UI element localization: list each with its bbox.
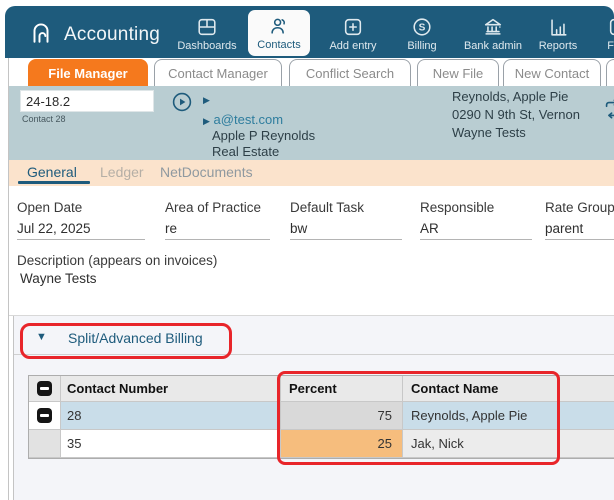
- add-entry-icon: [342, 16, 364, 38]
- header-cell-percent[interactable]: Percent: [281, 376, 403, 402]
- split-billing-table: Contact Number Percent Contact Name 28 7…: [28, 375, 614, 459]
- field-value-default-task[interactable]: bw: [290, 221, 308, 236]
- header-cell-contact-name[interactable]: Contact Name: [403, 376, 614, 402]
- nav-label: Dashboards: [177, 40, 237, 52]
- tab-conflict-search[interactable]: Conflict Search: [289, 59, 411, 86]
- nav-item-bank-admin[interactable]: Bank admin: [453, 12, 533, 56]
- nav-item-reports[interactable]: Reports: [527, 12, 589, 56]
- reports-icon: [547, 16, 569, 38]
- tab-ledger[interactable]: Ledger: [100, 164, 144, 180]
- field-underline: [420, 239, 532, 240]
- nav-item-financials[interactable]: Fina: [588, 12, 614, 56]
- tab-label: New Contact: [514, 65, 590, 81]
- tab-new-contact[interactable]: New Contact: [503, 59, 601, 86]
- nav-label: Contacts: [257, 39, 301, 51]
- field-label-responsible: Responsible: [420, 200, 495, 215]
- nav-label: Fina: [607, 40, 614, 52]
- svg-text:S: S: [419, 23, 426, 34]
- play-circle-icon[interactable]: [172, 92, 192, 117]
- nav-label: Bank admin: [463, 40, 523, 52]
- tab-label: New File: [432, 65, 484, 81]
- description-label: Description (appears on invoices): [17, 253, 218, 268]
- tab-file-manager[interactable]: File Manager: [28, 59, 148, 86]
- top-nav-bar: Accounting Dashboards Contacts: [5, 6, 614, 58]
- app-brand: Accounting: [28, 19, 160, 50]
- email-row: ▶ a@test.com: [203, 112, 283, 128]
- tab-general[interactable]: General: [27, 164, 77, 180]
- cell-contact-number[interactable]: 28: [61, 402, 281, 430]
- nav-label: Reports: [538, 40, 578, 52]
- minus-icon[interactable]: [37, 381, 52, 396]
- tab-netdocuments[interactable]: NetDocuments: [160, 164, 253, 180]
- nav-label: Add entry: [329, 40, 377, 52]
- dashboards-icon: [196, 16, 218, 38]
- file-number-input[interactable]: [20, 90, 154, 112]
- party-name: Reynolds, Apple Pie: [452, 89, 569, 104]
- section-rule: [14, 354, 614, 355]
- tab-partial[interactable]: [606, 59, 614, 86]
- nav-item-contacts[interactable]: Contacts: [248, 10, 310, 56]
- nav-item-dashboards[interactable]: Dashboards: [168, 12, 246, 56]
- field-label-open-date: Open Date: [17, 200, 83, 215]
- app-logo-icon: [28, 19, 54, 50]
- split-billing-section-title[interactable]: Split/Advanced Billing: [68, 330, 203, 346]
- nav-item-add-entry[interactable]: Add entry: [316, 12, 390, 56]
- header-cell-select: [29, 376, 61, 402]
- contacts-icon: [268, 15, 290, 37]
- file-caption: Contact 28: [22, 114, 66, 124]
- field-value-responsible[interactable]: AR: [420, 221, 439, 236]
- email-link[interactable]: a@test.com: [213, 112, 284, 127]
- field-value-open-date[interactable]: Jul 22, 2025: [17, 221, 91, 236]
- header-cell-contact-number[interactable]: Contact Number: [61, 376, 281, 402]
- tab-label: File Manager: [48, 65, 128, 81]
- expand-arrow-icon[interactable]: ▶: [203, 95, 210, 105]
- field-value-rate-group[interactable]: parent: [545, 221, 584, 236]
- field-underline: [290, 239, 402, 240]
- tab-label: Contact Manager: [168, 65, 268, 81]
- nav-item-billing[interactable]: S Billing: [394, 12, 450, 56]
- field-underline: [165, 239, 270, 240]
- field-underline: [545, 239, 614, 240]
- nav-label: Billing: [407, 40, 437, 52]
- subtab-strip: General Ledger NetDocuments: [9, 160, 614, 186]
- section-divider: [9, 315, 614, 316]
- party-description: Wayne Tests: [452, 125, 526, 140]
- app-title: Accounting: [64, 23, 161, 45]
- cell-percent[interactable]: 75: [281, 402, 403, 430]
- field-label-default-task: Default Task: [290, 200, 365, 215]
- row-select-cell: [29, 402, 61, 430]
- field-label-area-of-practice: Area of Practice: [165, 200, 262, 215]
- financials-icon: [607, 16, 614, 38]
- field-label-rate-group: Rate Group: [545, 200, 614, 215]
- bank-admin-icon: [482, 16, 504, 38]
- cell-contact-name[interactable]: Reynolds, Apple Pie: [403, 402, 614, 430]
- billing-icon: S: [411, 16, 433, 38]
- practice-area: Real Estate: [212, 144, 280, 159]
- tab-contact-manager[interactable]: Contact Manager: [154, 59, 282, 86]
- collapse-triangle-icon[interactable]: ▼: [36, 331, 47, 343]
- field-underline: [17, 239, 145, 240]
- party-address: 0290 N 9th St, Vernon: [452, 107, 580, 122]
- contact-header-band: Contact 28 ▶ ▶ a@test.com Apple P Reynol…: [9, 86, 614, 160]
- cell-contact-number[interactable]: 35: [61, 430, 281, 458]
- tab-new-file[interactable]: New File: [417, 59, 499, 86]
- contact-name: Apple P Reynolds: [212, 128, 316, 143]
- field-value-area-of-practice[interactable]: re: [165, 221, 178, 236]
- active-subtab-underline: [18, 181, 90, 184]
- party-block: Reynolds, Apple Pie 0290 N 9th St, Verno…: [452, 88, 580, 142]
- sync-icon[interactable]: [602, 98, 614, 125]
- cell-percent[interactable]: 25: [281, 430, 403, 458]
- minus-icon[interactable]: [37, 408, 52, 423]
- cell-contact-name[interactable]: Jak, Nick: [403, 430, 614, 458]
- description-value[interactable]: Wayne Tests: [20, 271, 97, 286]
- row-select-cell: [29, 430, 61, 458]
- email-bullet-icon[interactable]: ▶: [203, 116, 210, 126]
- left-gutter-line: [8, 58, 9, 500]
- tab-label: Conflict Search: [305, 65, 395, 81]
